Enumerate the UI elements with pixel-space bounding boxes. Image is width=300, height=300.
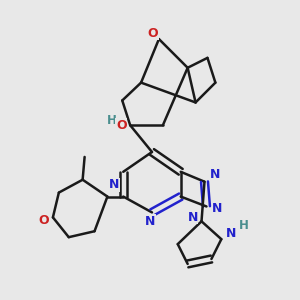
Text: N: N bbox=[210, 168, 220, 181]
Text: O: O bbox=[116, 119, 127, 132]
Text: N: N bbox=[188, 211, 198, 224]
Text: N: N bbox=[212, 202, 223, 215]
Text: O: O bbox=[39, 214, 49, 227]
Text: H: H bbox=[106, 114, 116, 127]
Text: O: O bbox=[148, 27, 158, 40]
Text: N: N bbox=[226, 227, 236, 240]
Text: N: N bbox=[109, 178, 119, 191]
Text: N: N bbox=[145, 215, 155, 228]
Text: H: H bbox=[239, 219, 249, 232]
